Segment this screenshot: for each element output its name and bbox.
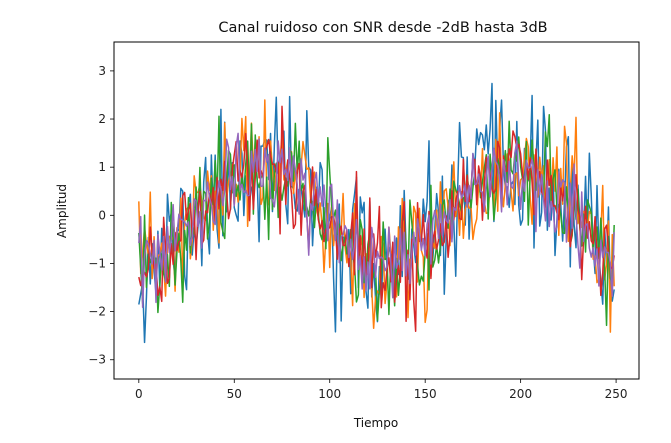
- x-tick-label: 150: [414, 387, 437, 401]
- x-axis: 0 50 100 150 200 250: [135, 379, 628, 401]
- y-tick-label: −1: [88, 256, 106, 270]
- plot-area: [138, 82, 615, 344]
- x-tick-label: 0: [135, 387, 143, 401]
- chart-title: Canal ruidoso con SNR desde -2dB hasta 3…: [218, 20, 547, 36]
- y-tick-label: 0: [98, 208, 106, 222]
- y-tick-label: 1: [98, 160, 106, 174]
- y-tick-label: −3: [88, 353, 106, 367]
- y-tick-label: 3: [98, 64, 106, 78]
- y-axis-label: Amplitud: [55, 184, 69, 238]
- x-tick-label: 100: [318, 387, 341, 401]
- x-tick-label: 250: [605, 387, 628, 401]
- y-tick-label: −2: [88, 305, 106, 319]
- y-axis: −3 −2 −1 0 1 2 3: [88, 64, 114, 367]
- plot-frame: [113, 41, 640, 380]
- y-tick-label: 2: [98, 112, 106, 126]
- x-tick-label: 50: [227, 387, 242, 401]
- x-axis-label: Tiempo: [353, 416, 398, 430]
- series-line-5: [138, 132, 615, 309]
- x-tick-label: 200: [509, 387, 532, 401]
